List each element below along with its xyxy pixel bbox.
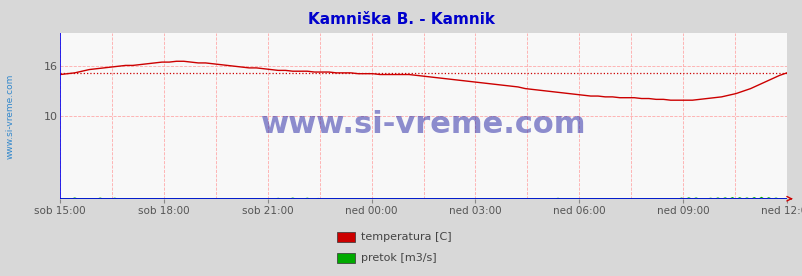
Text: www.si-vreme.com: www.si-vreme.com: [6, 73, 15, 159]
Text: pretok [m3/s]: pretok [m3/s]: [361, 253, 436, 263]
Text: www.si-vreme.com: www.si-vreme.com: [261, 110, 585, 139]
Text: temperatura [C]: temperatura [C]: [361, 232, 452, 242]
Text: Kamniška B. - Kamnik: Kamniška B. - Kamnik: [308, 12, 494, 27]
